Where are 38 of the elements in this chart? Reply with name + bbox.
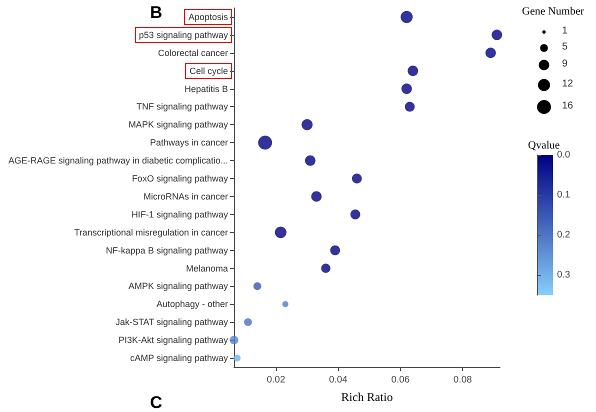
y-tick-label: p53 signaling pathway (138, 30, 228, 40)
chart-title: B (150, 3, 162, 22)
x-tick-label: 0.08 (453, 374, 472, 386)
color-bar-title: Qvalue (528, 140, 560, 152)
y-tick-label: Hepatitis B (184, 84, 228, 94)
legend-label: 5 (562, 42, 568, 52)
color-bar-label: 0.0 (557, 150, 570, 160)
y-tick-label: NF-kappa B signaling pathway (106, 245, 228, 256)
x-tick-label: 0.04 (328, 374, 348, 386)
y-tick-label: MAPK signaling pathway (128, 120, 228, 130)
legend-label: 16 (562, 100, 574, 112)
legend-label: 12 (562, 78, 574, 90)
y-tick-label: Jak-STAT signaling pathway (115, 317, 228, 328)
y-tick-label: PI3K-Akt signaling pathway (118, 335, 228, 346)
x-tick-label: 0.02 (266, 374, 286, 386)
legend-title: Gene Number (522, 6, 584, 18)
y-tick-label: MicroRNAs in cancer (143, 191, 228, 202)
y-tick-label: AGE-RAGE signaling pathway in diabetic complicatio... (8, 156, 228, 166)
y-tick-label: FoxO signaling pathway (132, 174, 228, 184)
color-bar-label: 0.2 (557, 230, 570, 240)
y-tick-label: TNF signaling pathway (136, 102, 228, 112)
y-tick-label: Melanoma (186, 263, 228, 274)
y-tick-label: cAMP signaling pathway (130, 353, 228, 364)
x-tick-label: 0.06 (391, 374, 410, 386)
x-axis-title: Rich Ratio (341, 390, 393, 404)
legend-label: 1 (562, 26, 568, 36)
text: C (150, 393, 162, 412)
y-tick-label: Autophagy - other (156, 299, 228, 310)
y-tick-label: HIF-1 signaling pathway (131, 209, 228, 220)
y-tick-label: Apoptosis (188, 12, 228, 22)
y-tick-label: Colorectal cancer (158, 48, 228, 58)
legend-label: 9 (562, 58, 568, 70)
y-tick-label: AMPK signaling pathway (128, 281, 228, 292)
color-bar-label: 0.3 (557, 270, 570, 280)
color-bar-label: 0.1 (557, 190, 570, 200)
y-tick-label: Cell cycle (189, 66, 228, 76)
y-tick-label: Transcriptional misregulation in cancer (74, 227, 228, 238)
y-tick-label: Pathways in cancer (150, 138, 228, 148)
